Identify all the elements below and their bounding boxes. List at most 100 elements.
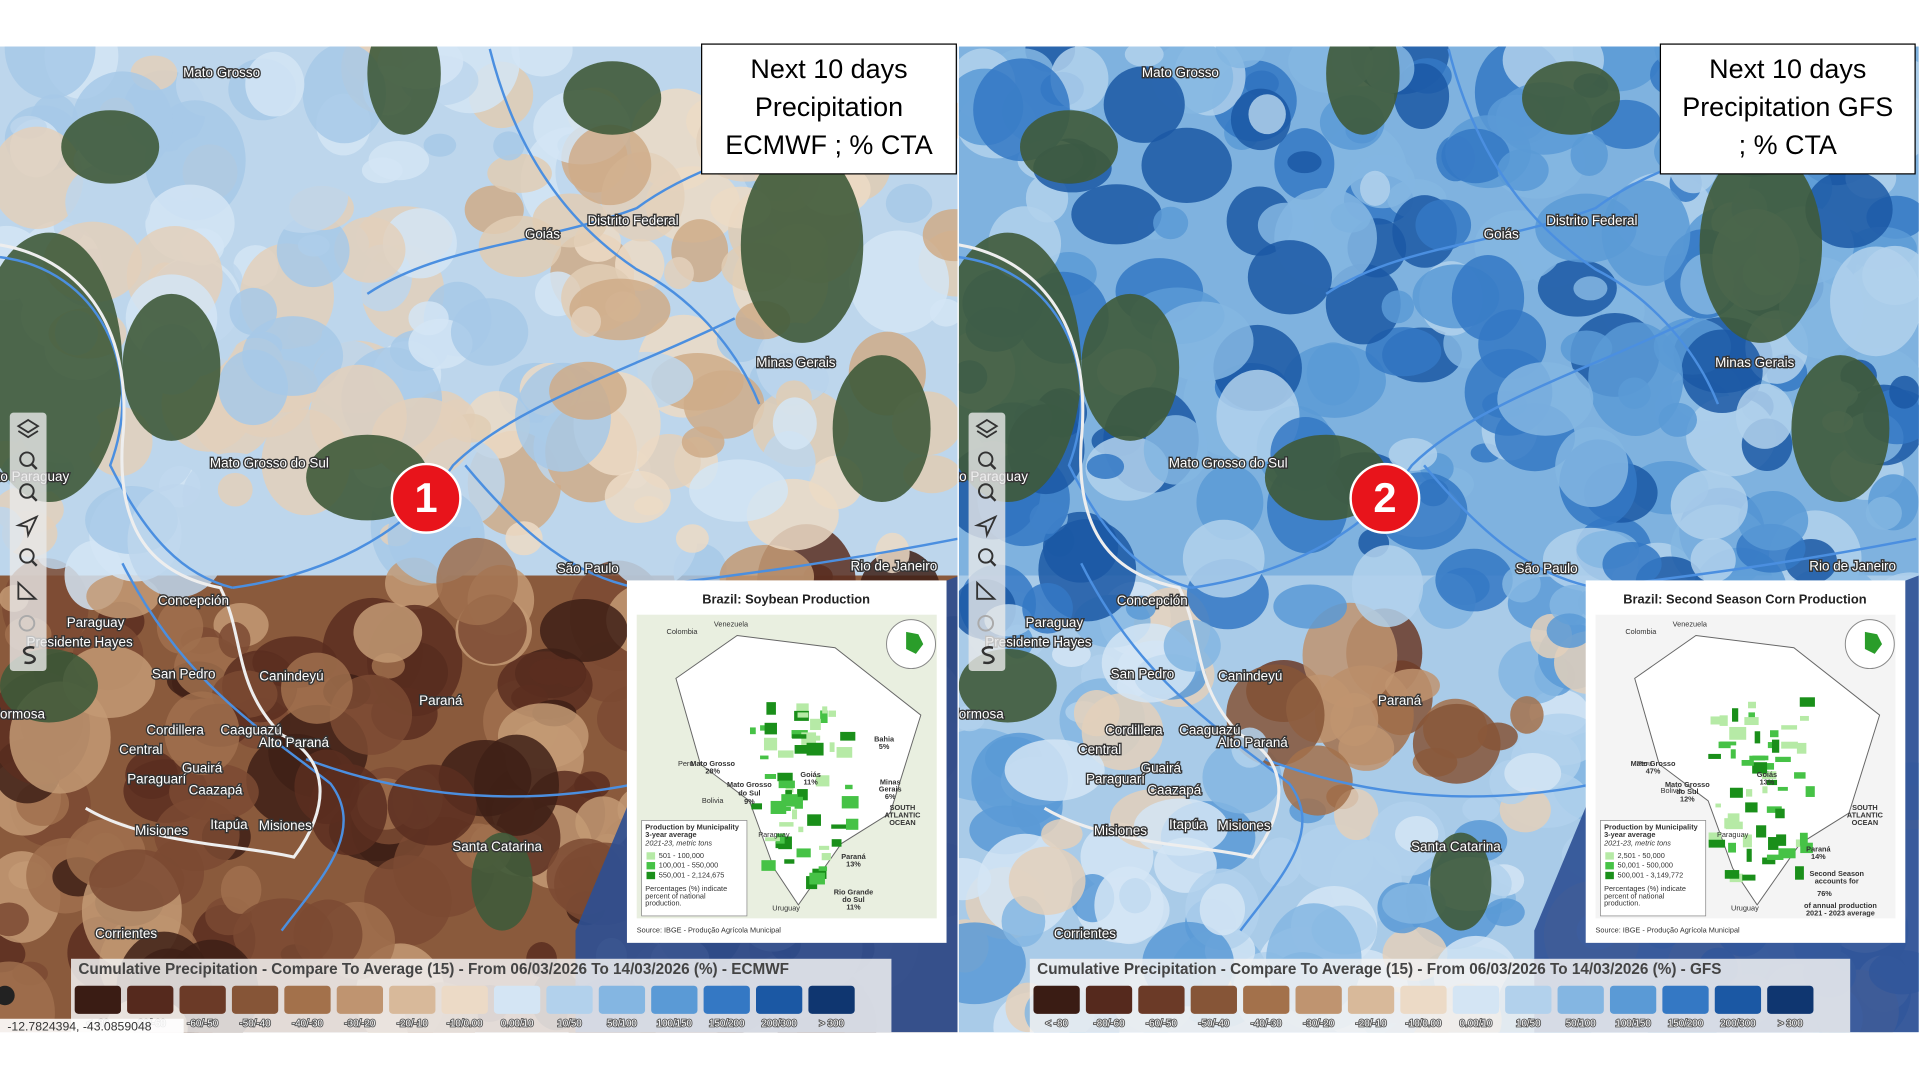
scroll-button[interactable] bbox=[0, 985, 15, 1006]
production-area bbox=[794, 796, 803, 809]
inset-legend-swatch bbox=[646, 852, 656, 860]
production-area bbox=[1745, 789, 1753, 797]
forest-area bbox=[1430, 832, 1492, 931]
toolbar-icon bbox=[16, 418, 40, 439]
inset-globe-brazil bbox=[906, 631, 924, 654]
production-area bbox=[1778, 848, 1796, 859]
production-area bbox=[1710, 716, 1722, 725]
map-region bbox=[1103, 66, 1185, 143]
legend-swatch bbox=[1557, 985, 1604, 1014]
map-region bbox=[1504, 753, 1562, 794]
production-area bbox=[1794, 772, 1806, 779]
production-area bbox=[760, 755, 769, 760]
legend-label: < -80 bbox=[1045, 1018, 1068, 1029]
production-area bbox=[1720, 741, 1737, 746]
toolbar-button[interactable] bbox=[12, 577, 44, 604]
legend-label: 200/300 bbox=[761, 1018, 797, 1029]
map-region bbox=[1365, 327, 1442, 377]
map-region bbox=[1273, 584, 1347, 629]
production-area bbox=[760, 725, 767, 731]
legend-swatch bbox=[1295, 985, 1342, 1014]
legend-label: 50/100 bbox=[1566, 1018, 1596, 1029]
place-label: Itapúa bbox=[1169, 817, 1207, 832]
legend-label: 50/100 bbox=[607, 1018, 637, 1029]
toolbar-button[interactable] bbox=[12, 642, 44, 669]
toolbar-hit[interactable] bbox=[12, 479, 44, 506]
toolbar-button[interactable] bbox=[971, 512, 1003, 539]
map-region bbox=[885, 183, 933, 223]
toolbar-button[interactable] bbox=[971, 544, 1003, 571]
toolbar-hit[interactable] bbox=[971, 544, 1003, 571]
toolbar-button[interactable] bbox=[12, 479, 44, 506]
legend-label: -50/-40 bbox=[1198, 1018, 1230, 1029]
legend-label: 150/200 bbox=[1668, 1018, 1704, 1029]
toolbar-hit[interactable] bbox=[12, 610, 44, 637]
production-area bbox=[1729, 787, 1743, 798]
production-area bbox=[1748, 701, 1756, 709]
map-toolbar bbox=[9, 412, 47, 672]
inset-legend-title: Production by Municipality bbox=[1604, 823, 1699, 832]
map-region bbox=[86, 574, 160, 619]
map-region bbox=[1294, 824, 1374, 890]
toolbar-button[interactable] bbox=[971, 642, 1003, 669]
map-region bbox=[493, 131, 525, 161]
map-region bbox=[511, 46, 573, 77]
legend-swatch bbox=[1138, 985, 1185, 1014]
production-area bbox=[810, 718, 821, 731]
map-region bbox=[1412, 703, 1501, 784]
title-box bbox=[1659, 43, 1916, 175]
map-region bbox=[1805, 170, 1893, 249]
toolbar-icon bbox=[977, 614, 995, 632]
place-label: Paraguay bbox=[1025, 615, 1083, 630]
toolbar-button[interactable] bbox=[971, 610, 1003, 637]
toolbar-hit[interactable] bbox=[12, 447, 44, 474]
map-region bbox=[929, 298, 958, 327]
toolbar-button[interactable] bbox=[971, 447, 1003, 474]
production-area bbox=[777, 772, 793, 782]
map-region bbox=[1125, 595, 1156, 620]
toolbar-icon bbox=[989, 559, 997, 567]
toolbar-icon bbox=[18, 614, 36, 632]
toolbar-hit[interactable] bbox=[971, 447, 1003, 474]
production-area bbox=[1777, 786, 1788, 791]
inset-legend-label: 2,501 - 50,000 bbox=[1618, 851, 1665, 860]
toolbar-button[interactable] bbox=[12, 544, 44, 571]
inset-label: Paraguay bbox=[758, 830, 790, 839]
toolbar-button[interactable] bbox=[12, 415, 44, 442]
toolbar-button[interactable] bbox=[971, 577, 1003, 604]
map-region bbox=[1385, 668, 1440, 703]
toolbar-button[interactable] bbox=[12, 512, 44, 539]
toolbar-hit[interactable] bbox=[971, 479, 1003, 506]
toolbar-icon bbox=[975, 418, 999, 439]
production-area bbox=[764, 774, 777, 779]
number-badge-label: 1 bbox=[415, 474, 438, 521]
place-label: Guairá bbox=[1141, 761, 1182, 776]
production-area bbox=[1749, 755, 1766, 761]
map-region bbox=[1381, 290, 1415, 324]
production-area bbox=[1799, 715, 1809, 721]
toolbar-hit[interactable] bbox=[971, 610, 1003, 637]
toolbar-button[interactable] bbox=[12, 447, 44, 474]
toolbar-button[interactable] bbox=[12, 610, 44, 637]
legend-swatch bbox=[284, 985, 331, 1014]
map-region bbox=[1052, 641, 1091, 667]
forest-area bbox=[1522, 61, 1620, 135]
forest-area bbox=[122, 293, 221, 441]
map-region bbox=[1462, 795, 1500, 823]
toolbar-hit[interactable] bbox=[12, 544, 44, 571]
toolbar-button[interactable] bbox=[971, 479, 1003, 506]
production-area bbox=[1781, 725, 1798, 730]
production-area bbox=[751, 803, 763, 810]
map-region bbox=[1502, 565, 1541, 603]
inset-label: ATLANTIC bbox=[884, 810, 921, 819]
inset-label: Colombia bbox=[1625, 627, 1657, 636]
production-area bbox=[1795, 866, 1804, 880]
production-area bbox=[1742, 834, 1752, 848]
inset-legend-units: 2021-23, metric tons bbox=[644, 839, 712, 848]
toolbar-icon bbox=[19, 483, 35, 499]
toolbar-button[interactable] bbox=[971, 415, 1003, 442]
forest-area bbox=[1081, 293, 1180, 441]
place-label: Presidente Hayes bbox=[985, 634, 1091, 649]
place-label: São Paulo bbox=[1515, 561, 1577, 576]
toolbar-icon bbox=[978, 483, 994, 499]
